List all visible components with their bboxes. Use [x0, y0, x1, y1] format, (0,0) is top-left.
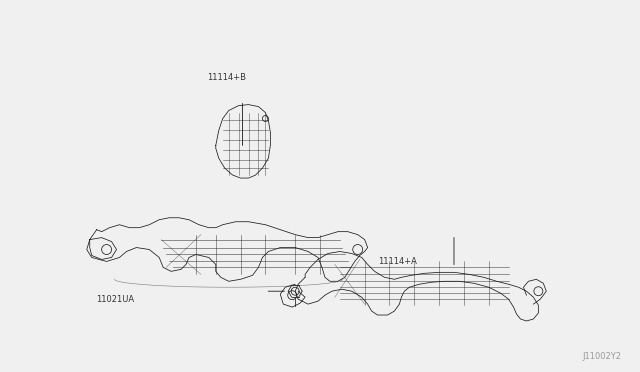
Text: J11002Y2: J11002Y2 — [583, 352, 621, 361]
Text: 11114+A: 11114+A — [378, 257, 417, 266]
Text: 11114+B: 11114+B — [207, 73, 246, 81]
Text: 11021UA: 11021UA — [97, 295, 134, 304]
